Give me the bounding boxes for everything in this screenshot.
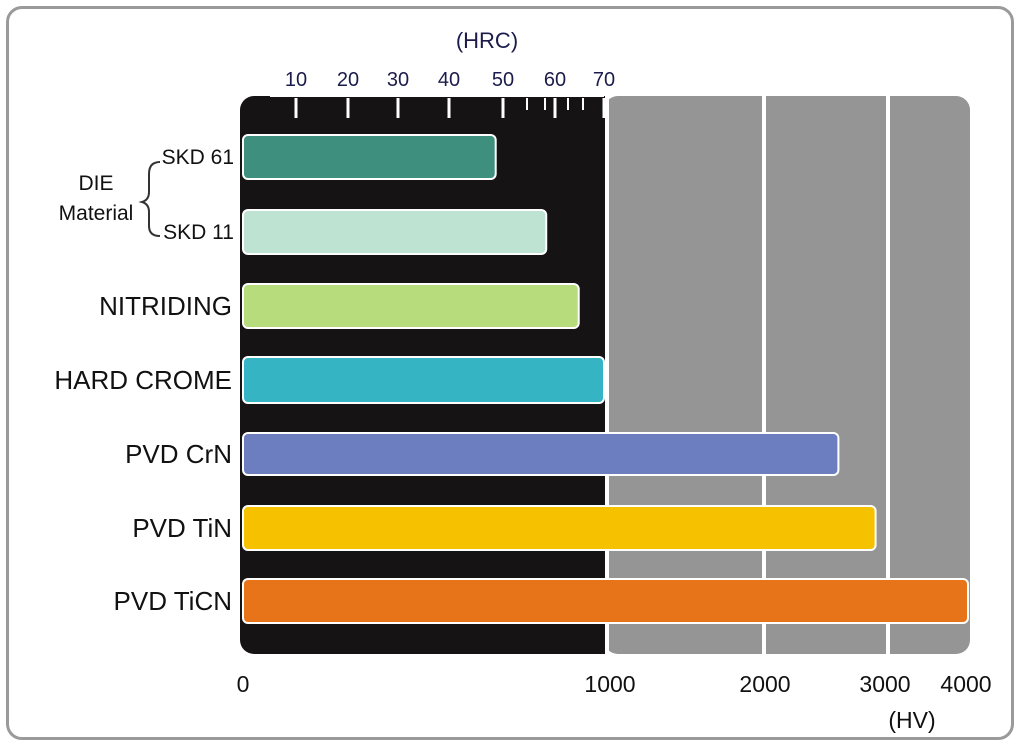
hrc-tick-label: 30 <box>387 69 409 91</box>
hrc-tick-label: 70 <box>593 69 615 91</box>
group-label-line1: DIE <box>78 172 113 195</box>
bar-pvd-crn <box>242 432 840 476</box>
hrc-axis-title: (HRC) <box>456 28 518 53</box>
group-label-line2: Material <box>59 202 134 225</box>
bar-nitriding <box>242 283 580 329</box>
bar-pvd-ticn <box>242 578 969 624</box>
hrc-tick-label: 20 <box>337 69 359 91</box>
bar-label: HARD CROME <box>54 365 232 395</box>
hrc-tick-label: 10 <box>285 69 307 91</box>
bar-skd-61 <box>242 134 497 180</box>
hv-axis-unit: (HV) <box>888 707 935 733</box>
hv-tick-label: 2000 <box>739 671 790 697</box>
bar-label: NITRIDING <box>99 291 232 321</box>
hv-tick-label: 4000 <box>940 671 991 697</box>
bar-label: PVD TiN <box>132 513 232 543</box>
bar-skd-11 <box>242 209 548 255</box>
bar-label: SKD 11 <box>163 221 234 244</box>
hv-tick-label: 0 <box>237 671 250 697</box>
hrc-tick-label: 50 <box>492 69 514 91</box>
gray-background <box>604 96 970 654</box>
hv-tick-label: 1000 <box>584 671 635 697</box>
bar-label: SKD 61 <box>162 146 234 169</box>
bar-label: PVD TiCN <box>114 586 232 616</box>
bar-hard-crome <box>242 356 605 404</box>
group-brace <box>138 161 161 237</box>
bar-pvd-tin <box>242 505 877 551</box>
hv-tick-label: 3000 <box>859 671 910 697</box>
hrc-tick-label: 60 <box>544 69 566 91</box>
hrc-tick-label: 40 <box>438 69 460 91</box>
bar-label: PVD CrN <box>125 439 232 469</box>
